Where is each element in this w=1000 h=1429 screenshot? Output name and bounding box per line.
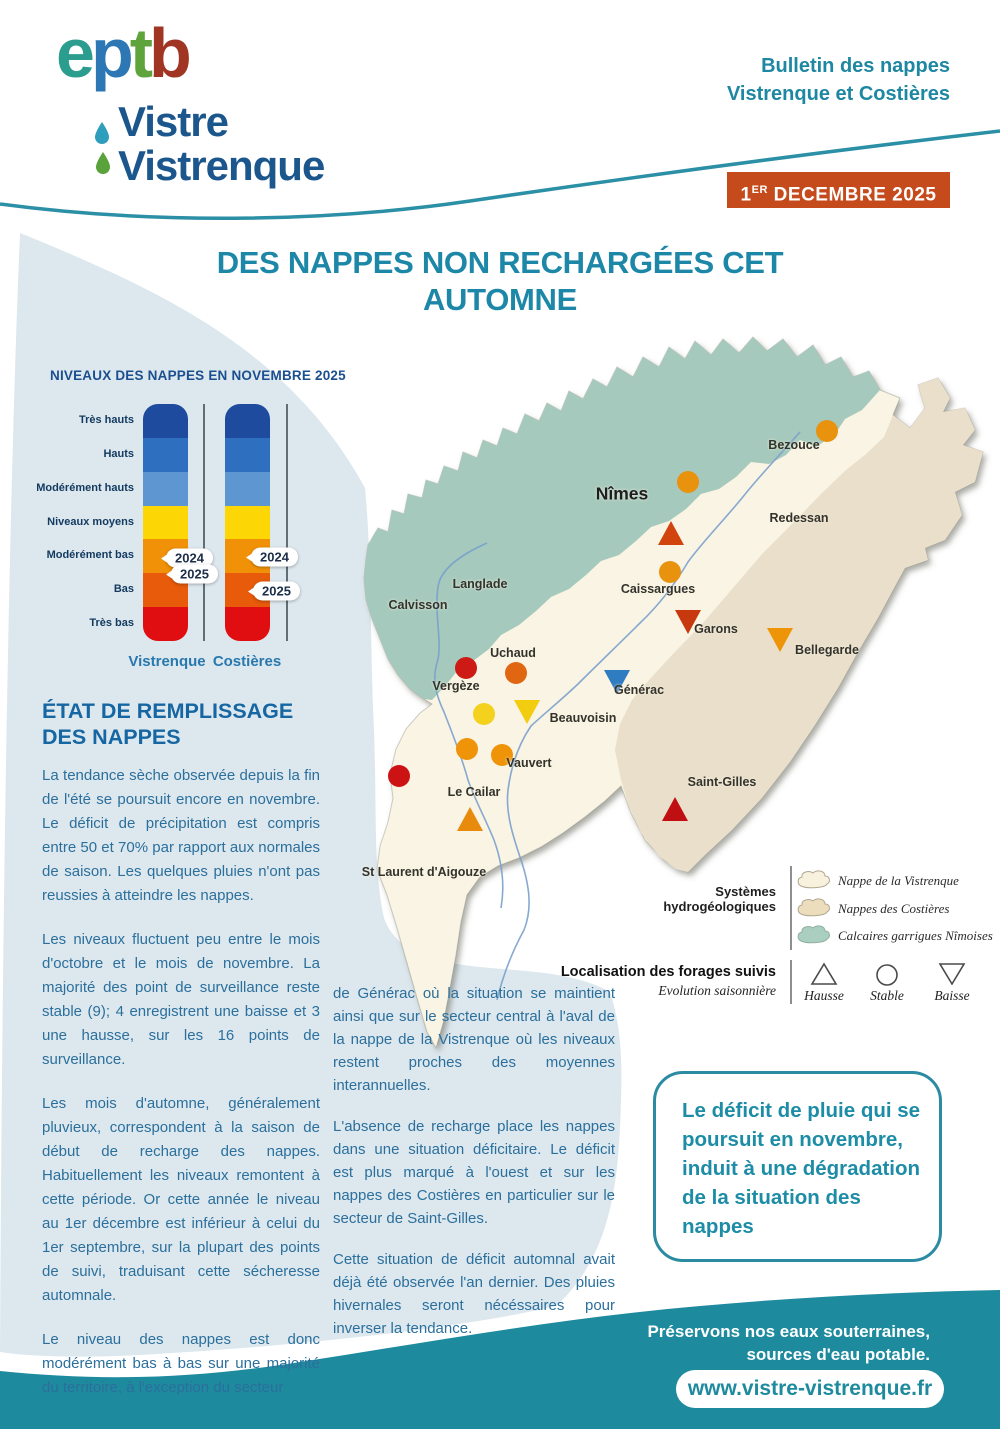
gauge-title: NIVEAUX DES NAPPES EN NOVEMBRE 2025 [50, 368, 346, 383]
footer-slogan-line-2: sources d'eau potable. [746, 1345, 930, 1364]
page-title-line-1: DES NAPPES NON RECHARGÉES CET [216, 245, 784, 280]
baisse-symbol-icon [938, 963, 966, 986]
gauge-segment [143, 437, 188, 472]
gauge-bar-vistrenque [143, 404, 188, 641]
gauge-segment [143, 505, 188, 540]
paragraph: L'absence de recharge place les nappes d… [333, 1118, 615, 1227]
swatch-costieres-icon [797, 898, 830, 917]
brand-vistrenque: Vistrenque [118, 142, 325, 189]
date-sup: ER [751, 184, 768, 196]
water-drop-icon [95, 122, 110, 174]
year-pill-2024: 2024 [161, 548, 213, 568]
year-pill-2025: 2025 [166, 564, 218, 584]
left-column-text: La tendance sèche observée depuis la fin… [42, 764, 320, 1420]
gauge-caption-costieres: Costières [212, 653, 282, 670]
gauge-segment [225, 607, 270, 641]
systems-title-line-2: hydrogéologiques [663, 899, 776, 914]
logo-letter-t: t [129, 14, 153, 92]
logo-letter-e: e [56, 14, 95, 92]
gauge-level-label: Très hauts [78, 413, 134, 426]
legend-label-vistrenque: Nappe de la Vistrenque [838, 873, 959, 888]
paragraph: La tendance sèche observée depuis la fin… [42, 767, 320, 904]
swoosh-line [0, 129, 1000, 221]
gauge-segment [225, 505, 270, 540]
gauge-level-label: Hauts [103, 447, 134, 460]
gauge-segment [225, 404, 270, 438]
bulletin-line-2: Vistrenque et Costières [726, 83, 950, 105]
gauge-segment [143, 607, 188, 641]
forages-legend-subtitle: Evolution saisonnière [658, 983, 776, 998]
date-banner: 1ER DECEMBRE 2025 [727, 172, 950, 208]
paragraph: Cette situation de déficit automnal avai… [333, 1251, 615, 1337]
logo-letter-b: b [149, 14, 192, 92]
page-title: DES NAPPES NON RECHARGÉES CET AUTOMNE [120, 244, 880, 318]
gauge-level-label: Modérément bas [46, 549, 134, 562]
forages-legend-title: Localisation des forages suivis [560, 964, 776, 980]
gauge-axis [286, 404, 288, 641]
paragraph: Le niveau des nappes est donc modérément… [42, 1331, 320, 1396]
website-link[interactable]: www.vistre-vistrenque.fr [676, 1370, 944, 1408]
gauge-segment [143, 404, 188, 438]
bulletin-line-1: Bulletin des nappes [761, 55, 950, 77]
eptb-logo: eptb [56, 18, 192, 88]
stable-symbol-icon [876, 964, 898, 986]
year-pill-2024: 2024 [246, 547, 298, 567]
legend-label-costieres: Nappes des Costières [838, 901, 950, 916]
swatch-garrigues-icon [797, 925, 830, 944]
gauge-bar-costieres [225, 404, 270, 641]
swatch-vistrenque-icon [797, 870, 830, 889]
date-day: 1 [740, 184, 752, 206]
legend-divider [790, 866, 792, 950]
gauge-axis [203, 404, 205, 641]
hausse-symbol-icon [810, 962, 838, 985]
brand-vistre: Vistre [118, 98, 229, 145]
gauge-segment [225, 471, 270, 506]
section-heading: ÉTAT DE REMPLISSAGE DES NAPPES [42, 699, 294, 749]
page-title-line-2: AUTOMNE [422, 282, 578, 317]
year-pill-2025: 2025 [248, 581, 300, 601]
stable-label: Stable [870, 988, 904, 1003]
gauge-level-label: Modérément hauts [36, 481, 134, 494]
gauge-level-label: Très bas [89, 617, 134, 630]
gauge-level-label: Niveaux moyens [47, 515, 134, 528]
gauge-level-label: Bas [113, 583, 134, 596]
legend-divider [790, 960, 792, 1004]
paragraph: Les mois d'automne, généralement pluvieu… [42, 1095, 320, 1304]
logo-letter-p: p [90, 14, 134, 92]
river-vistre [496, 431, 801, 1001]
callout-box: Le déficit de pluie qui se poursuit en n… [653, 1071, 942, 1262]
hausse-label: Hausse [804, 988, 844, 1003]
footer-slogan-line-1: Préservons nos eaux souterraines, [647, 1322, 930, 1341]
middle-column-text: de Générac où la situation se maintient … [333, 982, 615, 1358]
bulletin-subtitle: Bulletin des nappes Vistrenque et Costiè… [727, 52, 950, 108]
gauge-caption-vistrenque: Vistrenque [128, 653, 206, 670]
date-rest: DECEMBRE 2025 [767, 184, 937, 206]
baisse-label: Baisse [934, 988, 970, 1003]
systems-legend-title: Systèmes hydrogéologiques [598, 884, 776, 914]
legend-label-garrigues: Calcaires garrigues Nîmoises [838, 928, 993, 943]
gauge-segment [225, 437, 270, 472]
river-branch [434, 542, 504, 909]
map-region-garrigues [364, 337, 880, 700]
systems-title-line-1: Systèmes [715, 884, 776, 899]
gauge-segment [143, 471, 188, 506]
paragraph: de Générac où la situation se maintient … [333, 985, 615, 1094]
map-region-costieres [615, 378, 983, 872]
paragraph: Les niveaux fluctuent peu entre le mois … [42, 931, 320, 1068]
